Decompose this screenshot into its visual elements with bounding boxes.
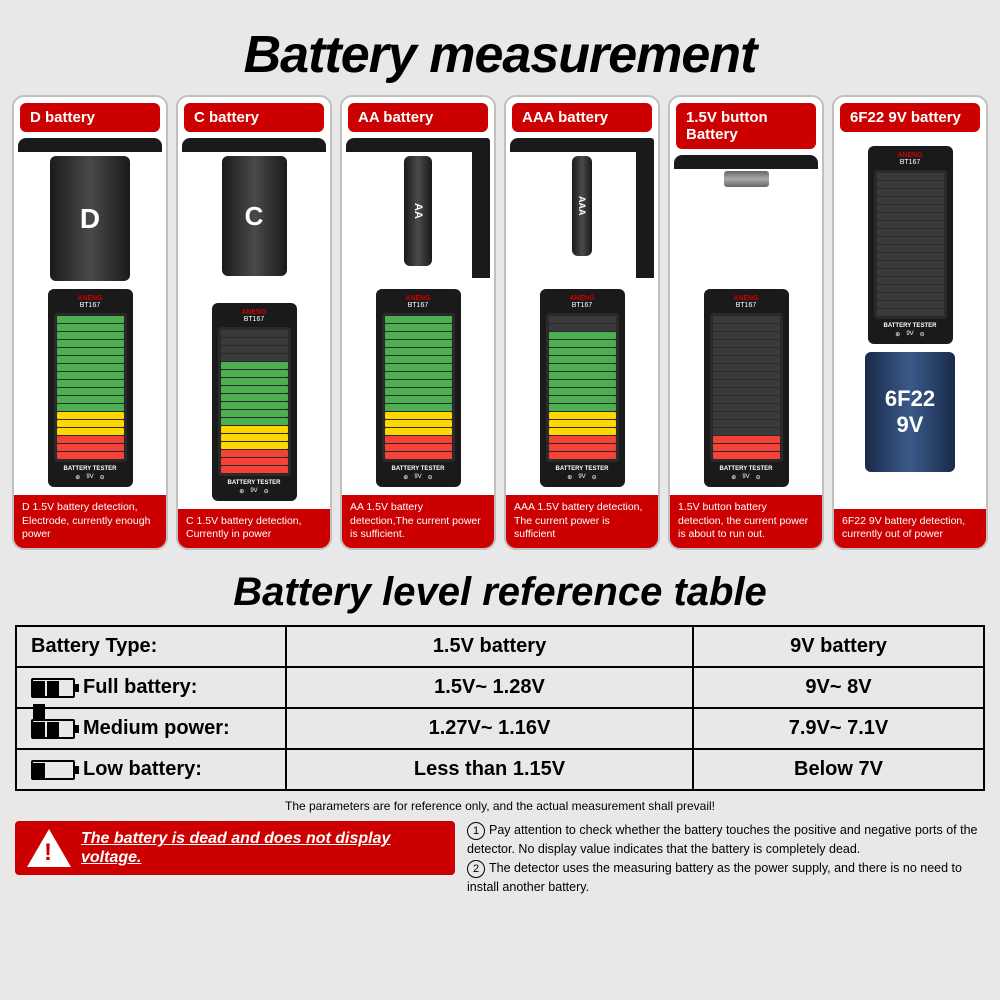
- tester-screen: [546, 313, 619, 462]
- battery-icon: [31, 719, 75, 739]
- tester-model: BT167: [544, 302, 621, 309]
- note-item: 2The detector uses the measuring battery…: [467, 859, 985, 897]
- tester-brand: ANENG: [708, 295, 785, 302]
- note-number-icon: 1: [467, 822, 485, 840]
- card-header: C battery: [184, 103, 324, 132]
- tester-model: BT167: [872, 159, 949, 166]
- tester-brand: ANENG: [872, 152, 949, 159]
- tester-model: BT167: [708, 302, 785, 309]
- subtitle: Battery level reference table: [0, 550, 1000, 625]
- tester-brand: ANENG: [216, 309, 293, 316]
- card-footer: 6F22 9V battery detection, currently out…: [834, 509, 986, 548]
- battery-card: 1.5V button Battery ANENG BT167 BATTERY …: [668, 95, 824, 550]
- card-footer: D 1.5V battery detection, Electrode, cur…: [14, 495, 166, 548]
- tester-9v-label: ⊕9V⊖: [216, 488, 293, 495]
- tester-screen: [382, 313, 455, 462]
- tester-device: ANENG BT167 BATTERY TESTER ⊕9V⊖: [376, 289, 461, 487]
- battery-card: AA battery AA ANENG BT167 BATTERY TESTER…: [340, 95, 496, 550]
- tester-9v-label: ⊕9V⊖: [380, 474, 457, 481]
- tester-device: ANENG BT167 BATTERY TESTER ⊕9V⊖: [212, 303, 297, 501]
- battery-slot: AA: [342, 138, 494, 266]
- table-cell: Less than 1.15V: [286, 749, 693, 790]
- page-title: Battery measurement: [0, 0, 1000, 95]
- battery-slot: D: [14, 138, 166, 281]
- tester-device: ANENG BT167 BATTERY TESTER ⊕9V⊖: [704, 289, 789, 487]
- disclaimer-text: The parameters are for reference only, a…: [0, 791, 1000, 821]
- tester-label: BATTERY TESTER: [544, 466, 621, 472]
- battery-icon: [31, 760, 75, 780]
- tester-model: BT167: [380, 302, 457, 309]
- note-number-icon: 2: [467, 860, 485, 878]
- card-header: AA battery: [348, 103, 488, 132]
- table-header: Battery Type:: [16, 626, 286, 667]
- tester-label: BATTERY TESTER: [380, 466, 457, 472]
- tester-9v-label: ⊕9V⊖: [872, 331, 949, 338]
- table-cell: Full battery:: [16, 667, 286, 708]
- battery-slot: AAA: [506, 138, 658, 256]
- card-footer: C 1.5V battery detection, Currently in p…: [178, 509, 330, 548]
- tester-model: BT167: [52, 302, 129, 309]
- warning-box: The battery is dead and does not display…: [15, 821, 455, 875]
- battery-card: 6F22 9V battery ANENG BT167 BATTERY TEST…: [832, 95, 988, 550]
- tester-label: BATTERY TESTER: [216, 480, 293, 486]
- tester-9v-label: ⊕9V⊖: [544, 474, 621, 481]
- tester-screen: [710, 313, 783, 462]
- card-header: AAA battery: [512, 103, 652, 132]
- warning-text: The battery is dead and does not display…: [81, 829, 443, 867]
- card-header: 6F22 9V battery: [840, 103, 980, 132]
- table-cell: 7.9V~ 7.1V: [693, 708, 984, 749]
- table-cell: Low battery:: [16, 749, 286, 790]
- table-cell: 1.27V~ 1.16V: [286, 708, 693, 749]
- battery-slot: C: [178, 138, 330, 276]
- tester-label: BATTERY TESTER: [708, 466, 785, 472]
- tester-9v-label: ⊕9V⊖: [52, 474, 129, 481]
- battery-card: AAA battery AAA ANENG BT167 BATTERY TEST…: [504, 95, 660, 550]
- card-header: 1.5V button Battery: [676, 103, 816, 149]
- tester-device: ANENG BT167 BATTERY TESTER ⊕9V⊖: [868, 146, 953, 344]
- tester-device: ANENG BT167 BATTERY TESTER ⊕9V⊖: [540, 289, 625, 487]
- tester-9v-label: ⊕9V⊖: [708, 474, 785, 481]
- card-footer: 1.5V button battery detection, the curre…: [670, 495, 822, 548]
- bottom-row: The battery is dead and does not display…: [0, 821, 1000, 897]
- battery-card: D battery D ANENG BT167 BATTERY TESTER ⊕…: [12, 95, 168, 550]
- tester-screen: [218, 327, 291, 476]
- battery-9v: 6F229V: [865, 352, 955, 472]
- table-cell: 9V~ 8V: [693, 667, 984, 708]
- table-header: 1.5V battery: [286, 626, 693, 667]
- note-item: 1Pay attention to check whether the batt…: [467, 821, 985, 859]
- tester-brand: ANENG: [380, 295, 457, 302]
- tester-brand: ANENG: [52, 295, 129, 302]
- table-cell: Medium power:: [16, 708, 286, 749]
- tester-screen: [54, 313, 127, 462]
- battery-icon: [31, 678, 75, 698]
- tester-device: ANENG BT167 BATTERY TESTER ⊕9V⊖: [48, 289, 133, 487]
- cards-row: D battery D ANENG BT167 BATTERY TESTER ⊕…: [0, 95, 1000, 550]
- tester-label: BATTERY TESTER: [872, 323, 949, 329]
- notes-box: 1Pay attention to check whether the batt…: [467, 821, 985, 897]
- reference-table: Battery Type:1.5V battery9V battery Full …: [15, 625, 985, 791]
- table-cell: 1.5V~ 1.28V: [286, 667, 693, 708]
- tester-brand: ANENG: [544, 295, 621, 302]
- tester-label: BATTERY TESTER: [52, 466, 129, 472]
- card-footer: AA 1.5V battery detection,The current po…: [342, 495, 494, 548]
- card-header: D battery: [20, 103, 160, 132]
- table-cell: Below 7V: [693, 749, 984, 790]
- tester-model: BT167: [216, 316, 293, 323]
- card-footer: AAA 1.5V battery detection, The current …: [506, 495, 658, 548]
- warning-icon: [27, 829, 71, 867]
- battery-card: C battery C ANENG BT167 BATTERY TESTER ⊕…: [176, 95, 332, 550]
- tester-screen: [874, 170, 947, 319]
- battery-slot: [670, 155, 822, 187]
- table-header: 9V battery: [693, 626, 984, 667]
